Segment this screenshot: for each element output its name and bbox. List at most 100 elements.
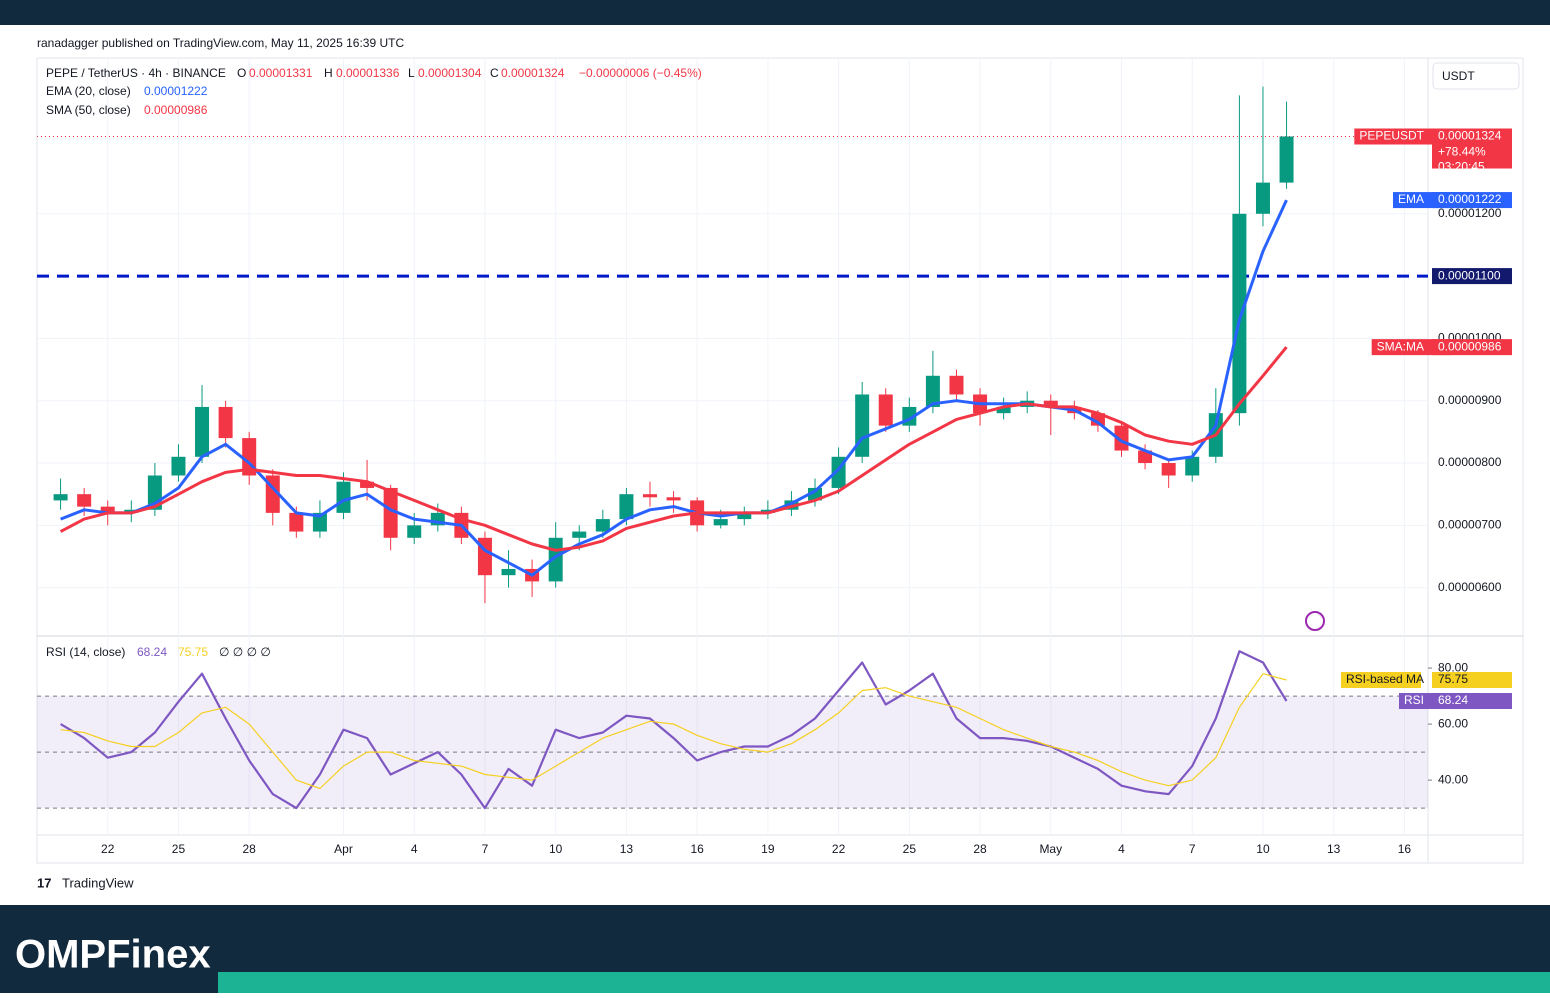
top-bar — [0, 0, 1550, 25]
x-tick-label: 13 — [1327, 842, 1341, 856]
x-tick-label: 4 — [411, 842, 418, 856]
candle-body — [855, 394, 870, 457]
legend-text: 0.00001324 — [501, 66, 565, 80]
y-tick-label: 0.00000600 — [1438, 580, 1502, 594]
x-tick-label: 28 — [243, 842, 257, 856]
x-tick-label: 22 — [101, 842, 115, 856]
candle-body — [1114, 425, 1129, 451]
byline: ranadagger published on TradingView.com,… — [37, 36, 404, 50]
legend-text: C — [490, 66, 499, 80]
candle-body — [572, 531, 587, 538]
ema-tag-label: EMA — [1398, 192, 1424, 206]
sma-tag-label: SMA:MA — [1377, 339, 1424, 353]
candle-body — [1185, 456, 1200, 476]
candle-body — [289, 512, 304, 532]
price-tag-label: PEPEUSDT — [1359, 129, 1424, 143]
x-tick-label: May — [1039, 842, 1062, 856]
legend-text: 0.00001336 — [336, 66, 400, 80]
brand-strip — [218, 972, 1550, 993]
rsi-ma-tag-label: RSI-based MA — [1346, 672, 1424, 686]
candle-body — [195, 406, 210, 457]
ema-tag-value: 0.00001222 — [1438, 192, 1502, 206]
candle-body — [53, 494, 68, 501]
footer-logo: 17 — [37, 875, 51, 890]
x-tick-label: 25 — [903, 842, 917, 856]
candle-body — [1161, 463, 1176, 476]
candle-body — [360, 481, 375, 488]
legend-text: 0.00001331 — [249, 66, 313, 80]
line — [60, 199, 1288, 577]
candle-body — [642, 494, 657, 498]
x-tick-label: 13 — [620, 842, 634, 856]
candle-body — [77, 494, 92, 507]
rsi-tick-label: 80.00 — [1438, 660, 1468, 674]
candle-body — [1255, 182, 1270, 214]
rsi-ma-tag-value: 75.75 — [1438, 672, 1468, 686]
rsi-tag-label: RSI — [1404, 693, 1424, 707]
sma-tag-label-box — [1371, 339, 1452, 356]
candle-body — [737, 512, 752, 520]
chart-frame — [36, 57, 1524, 864]
legend-text: PEPE / TetherUS · 4h · BINANCE — [46, 66, 226, 80]
rsi-ma-tag-label-box — [1340, 671, 1421, 688]
line — [60, 650, 1288, 810]
legend-text: O — [237, 66, 246, 80]
y-tick-label: 0.00000700 — [1438, 518, 1502, 532]
candle-body — [925, 375, 940, 407]
legend-text: 0.00001304 — [418, 66, 482, 80]
news-icon[interactable] — [1305, 611, 1325, 631]
legend-name: SMA (50, close) — [46, 103, 131, 117]
candle-body — [808, 487, 823, 501]
y-tick-label: 0.00001200 — [1438, 206, 1502, 220]
y-tick-label: 0.00000800 — [1438, 455, 1502, 469]
candle-body — [100, 506, 115, 513]
legend-name: EMA (20, close) — [46, 84, 131, 98]
rsi-legend-value: 68.24 — [137, 645, 167, 659]
x-tick-label: 16 — [1398, 842, 1412, 856]
legend-text: −0.00000006 (−0.45%) — [579, 66, 702, 80]
x-tick-label: 22 — [832, 842, 846, 856]
rsi-legend-extra: ∅ ∅ ∅ ∅ — [219, 645, 271, 659]
x-tick-label: 19 — [761, 842, 775, 856]
candle-body — [1090, 413, 1105, 426]
rsi-legend: RSI (14, close) — [46, 645, 125, 659]
candle-body — [878, 394, 893, 426]
footer-text: TradingView — [62, 875, 134, 890]
y-tick-label: 0.00000900 — [1438, 393, 1502, 407]
candle-body — [949, 375, 964, 395]
rsi-tag-box — [1432, 693, 1512, 710]
candle-body — [1138, 450, 1153, 464]
legend-value: 0.00001222 — [144, 84, 208, 98]
candle-body — [713, 519, 728, 526]
candle-body — [619, 494, 634, 520]
candle-body — [312, 512, 327, 532]
candle-body — [1279, 136, 1294, 183]
candle-body — [407, 525, 422, 538]
x-tick-label: 16 — [690, 842, 704, 856]
candle-body — [1043, 400, 1058, 407]
sma-tag-box — [1432, 339, 1512, 356]
x-tick-label: 7 — [482, 842, 489, 856]
candle-body — [501, 568, 516, 576]
line — [60, 673, 1287, 790]
x-tick-label: 10 — [1256, 842, 1270, 856]
countdown: 03:20:45 — [1438, 160, 1485, 174]
x-tick-label: 25 — [172, 842, 186, 856]
level-tag-value: 0.00001100 — [1438, 268, 1501, 282]
rsi-ma-tag-box — [1432, 671, 1512, 688]
price-tag-value: 0.00001324 — [1438, 129, 1502, 143]
x-tick-label: 4 — [1118, 842, 1125, 856]
x-tick-label: Apr — [334, 842, 353, 856]
currency: USDT — [1442, 69, 1475, 83]
rsi-tag-value: 68.24 — [1438, 693, 1468, 707]
ema-tag-box — [1432, 192, 1512, 209]
sma-tag-value: 0.00000986 — [1438, 339, 1502, 353]
x-tick-label: 28 — [973, 842, 987, 856]
price-tag-label-box — [1354, 128, 1435, 145]
currency-box[interactable] — [1432, 62, 1520, 90]
brand: OMPFinex — [15, 933, 211, 977]
line — [59, 346, 1288, 552]
rsi-tick-label: 60.00 — [1438, 716, 1468, 730]
